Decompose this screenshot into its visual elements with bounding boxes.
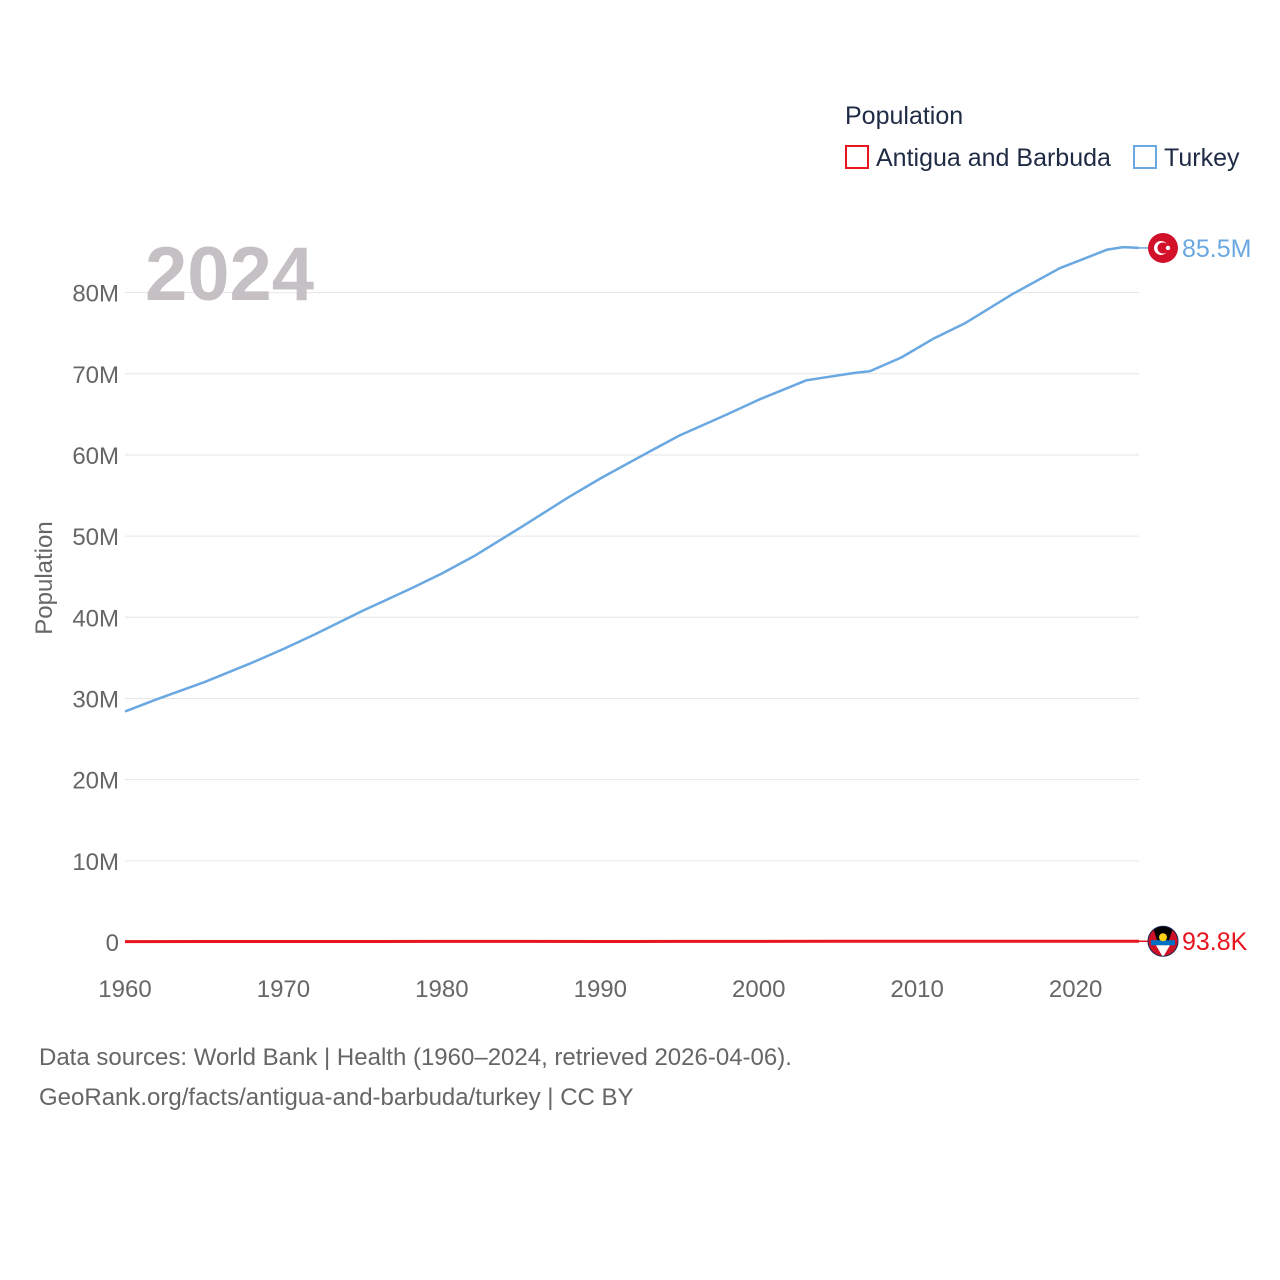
legend-item-turkey[interactable]: Turkey (1133, 144, 1240, 172)
x-tick-label: 2020 (1049, 976, 1102, 1003)
legend-label-turkey: Turkey (1164, 144, 1240, 172)
legend-swatch-turkey (1133, 145, 1157, 169)
x-tick-label: 2000 (732, 976, 785, 1003)
series-end-markers: 85.5M 93.8K (1139, 232, 1251, 957)
y-axis-ticks: 0 10M 20M 30M 40M 50M 60M 70M 80M (72, 281, 119, 957)
antigua-and-barbuda-flag-icon (1147, 925, 1179, 957)
y-axis-title: Population (31, 521, 58, 634)
x-tick-label: 1990 (574, 976, 627, 1003)
y-tick-label: 0 (106, 930, 119, 957)
credit-link[interactable]: GeoRank.org/facts/antigua-and-barbuda/tu… (39, 1084, 634, 1111)
data-source-note: Data sources: World Bank | Health (1960–… (39, 1044, 792, 1071)
y-tick-label: 20M (72, 768, 119, 795)
end-value-label-turkey: 85.5M (1182, 235, 1251, 263)
x-axis-ticks: 1960 1970 1980 1990 2000 2010 2020 (98, 976, 1102, 1003)
y-tick-label: 70M (72, 362, 119, 389)
x-tick-label: 1980 (415, 976, 468, 1003)
legend-title: Population (845, 102, 963, 130)
legend-item-antigua-and-barbuda[interactable]: Antigua and Barbuda (845, 144, 1111, 172)
legend-swatch-antigua-and-barbuda (845, 145, 869, 169)
y-tick-label: 60M (72, 443, 119, 470)
y-tick-label: 50M (72, 524, 119, 551)
series-lines (124, 245, 1140, 944)
gridlines (125, 292, 1139, 943)
y-tick-label: 40M (72, 605, 119, 632)
y-tick-label: 80M (72, 281, 119, 308)
turkey-flag-icon (1148, 232, 1178, 263)
legend-label-antigua-and-barbuda: Antigua and Barbuda (876, 144, 1111, 172)
x-tick-label: 2010 (890, 976, 943, 1003)
x-tick-label: 1960 (98, 976, 151, 1003)
y-tick-label: 30M (72, 686, 119, 713)
y-tick-label: 10M (72, 849, 119, 876)
current-year-label: 2024 (145, 232, 314, 317)
end-value-label-antigua-and-barbuda: 93.8K (1182, 928, 1248, 956)
series-line-turkey[interactable] (124, 245, 1140, 713)
legend[interactable]: Population Antigua and Barbuda Turkey (845, 102, 1240, 172)
x-tick-label: 1970 (257, 976, 310, 1003)
